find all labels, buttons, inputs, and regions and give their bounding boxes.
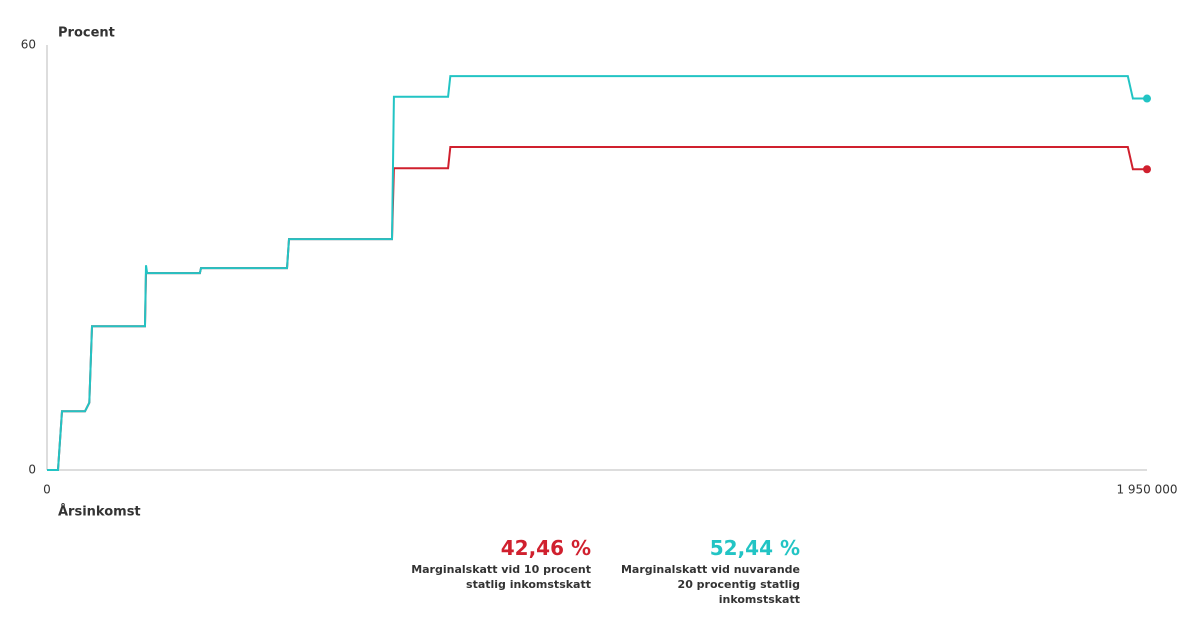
x-tick-label: 1 950 000 — [1116, 483, 1177, 497]
legend-value: 42,46 % — [500, 536, 591, 560]
line — [47, 146, 1147, 471]
legend-item: 42,46 % Marginalskatt vid 10 procent sta… — [401, 536, 591, 592]
y-axis-label: Procent — [58, 26, 115, 41]
x-tick-label: 0 — [43, 483, 51, 497]
end-dot — [1143, 165, 1151, 174]
end-dot — [1143, 94, 1151, 103]
legend-label: Marginalskatt vid nuvarande 20 procentig… — [620, 563, 800, 606]
line — [47, 75, 1147, 471]
legend-label: Marginalskatt vid 10 procent statlig ink… — [411, 563, 591, 591]
x-axis-label: Årsinkomst — [58, 504, 141, 520]
y-tick-label: 0 — [28, 463, 36, 477]
y-tick-label: 60 — [21, 38, 36, 52]
legend-item: 52,44 % Marginalskatt vid nuvarande 20 p… — [610, 536, 800, 607]
legend-value: 52,44 % — [709, 536, 800, 560]
